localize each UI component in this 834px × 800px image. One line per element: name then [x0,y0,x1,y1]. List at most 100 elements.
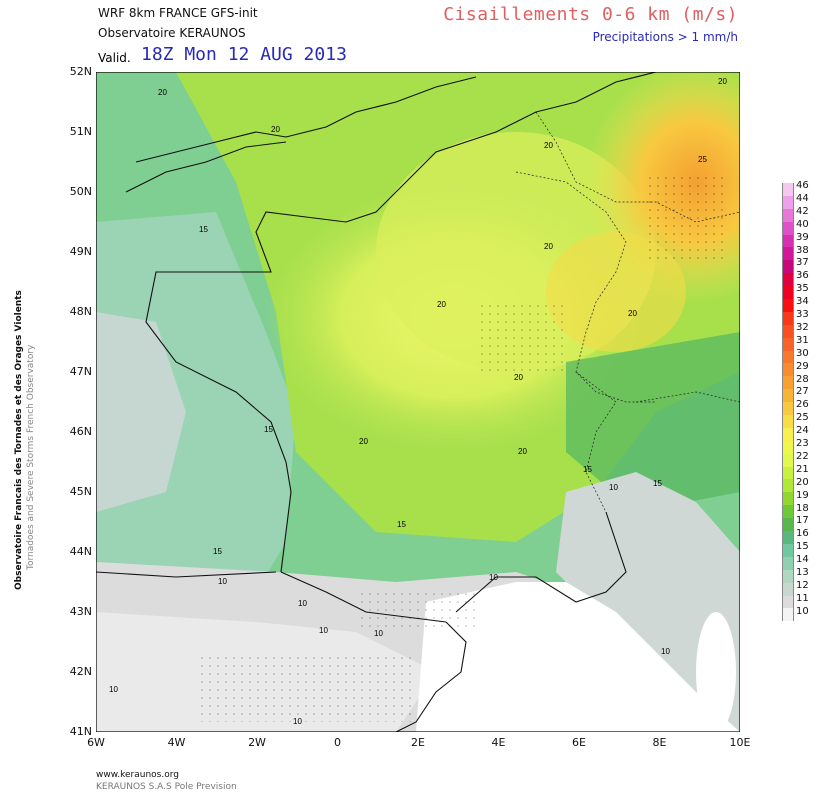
colorbar-label: 42 [796,205,809,217]
colorbar-label: 15 [796,541,809,553]
colorbar-swatch [782,582,794,596]
colorbar-swatch [782,299,794,312]
latitude-label: 41N [69,725,92,738]
colorbar-label: 14 [796,554,809,566]
contour-label: 15 [397,520,406,529]
longitude-label: 0 [334,736,341,749]
latitude-label: 42N [69,665,92,678]
contour-label: 10 [374,629,383,638]
borders [515,111,740,513]
pyrenees-border [280,571,447,623]
colorbar-label: 39 [796,231,809,243]
colorbar-swatch [782,595,794,609]
colorbar-label: 34 [796,296,809,308]
colorbar-label: 33 [796,309,809,320]
colorbar-label: 35 [796,283,809,295]
colorbar-swatch [782,543,794,557]
colorbar-swatch [782,440,794,454]
colorbar-label: 22 [796,450,809,462]
contour-label: 20 [359,437,368,446]
contour-labels: 20 20 20 25 20 15 20 20 20 20 15 20 20 1… [109,77,727,726]
latitude-label: 48N [69,305,92,318]
longitude-label: 10E [729,736,751,749]
contour-label: 10 [218,577,227,586]
colorbar-swatch [782,556,794,570]
contour-label: 20 [718,77,727,86]
longitude-label: 2W [248,736,266,749]
precip-area-pyrenees [356,592,476,632]
colorbar-label: 27 [796,386,809,398]
spain-east-coast [395,621,467,732]
contour-label: 15 [653,479,662,488]
colorbar-swatch [782,337,794,351]
southeast-low-shear [556,472,740,732]
colorbar-label: 37 [796,257,809,269]
colorbar-swatch [782,453,794,467]
colorbar-label: 28 [796,373,809,385]
colorbar-swatch [782,479,794,493]
spain-north-coast [96,571,277,578]
france-south-coast [455,511,627,613]
colorbar-label: 38 [796,244,809,256]
longitude-label: 2E [411,736,425,749]
contour-label: 15 [583,465,592,474]
england-coast [135,76,477,163]
france-west-coast [145,191,397,573]
france-east-border [515,171,656,403]
colorbar-swatch [782,311,794,325]
colorbar-swatch [782,273,794,287]
colorbar-swatch [782,286,794,300]
colorbar-label: 17 [796,515,809,527]
colorbar-swatch [782,531,794,544]
mediterranean-area [416,582,740,732]
longitude-label: 4W [167,736,186,749]
contour-label: 10 [489,573,498,582]
colorbar-swatch [782,221,794,235]
latitude-label: 50N [69,185,92,198]
colorbar-swatch [782,363,794,377]
corsica-area [696,612,736,732]
precip-area-center [476,302,566,372]
colorbar-swatch [782,402,794,416]
colorbar-label: 25 [796,412,809,424]
wind-shear-map: 20 20 20 25 20 15 20 20 20 20 15 20 20 1… [96,72,740,732]
contour-label: 20 [544,141,553,150]
alps-field [566,332,740,512]
footer-company: KERAUNOS S.A.S Pole Prevision [96,782,237,792]
colorbar-label: 10 [796,605,809,617]
contour-label: 15 [264,425,273,434]
latitude-label: 49N [69,245,92,258]
longitude-label: 4E [491,736,506,749]
contour-label: 25 [698,155,707,164]
map-subtitle: Precipitations > 1 mm/h [592,30,738,44]
colorbar-label: 11 [796,592,809,604]
observatory-label: Observatoire KERAUNOS [98,26,246,40]
colorbar-label: 40 [796,218,809,230]
contour-label: 20 [518,447,527,456]
colorbar-swatch [782,260,794,274]
precip-area-ne [646,172,726,262]
contour-label: 20 [628,309,637,318]
coastlines [96,72,657,732]
colorbar-swatch [782,427,794,441]
benelux-borders [535,111,740,223]
colorbar-label: 18 [796,502,809,514]
colorbar [782,183,794,622]
colorbar-label: 32 [796,321,809,333]
colorbar-swatch [782,492,794,506]
contour-label: 20 [158,88,167,97]
colorbar-swatch [782,183,794,196]
model-label: WRF 8km FRANCE GFS-init [98,6,258,20]
colorbar-swatch [782,208,794,222]
colorbar-label: 44 [796,192,809,204]
colorbar-swatch [782,518,794,532]
atlantic-low-shear [96,312,186,512]
colorbar-label: 23 [796,438,809,449]
colorbar-label: 30 [796,347,809,359]
latitude-label: 44N [69,545,92,558]
colorbar-label: 20 [796,476,809,488]
contour-label: 10 [293,717,302,726]
colorbar-swatch [782,569,794,583]
colorbar-swatch [782,415,794,428]
colorbar-label: 24 [796,425,809,437]
